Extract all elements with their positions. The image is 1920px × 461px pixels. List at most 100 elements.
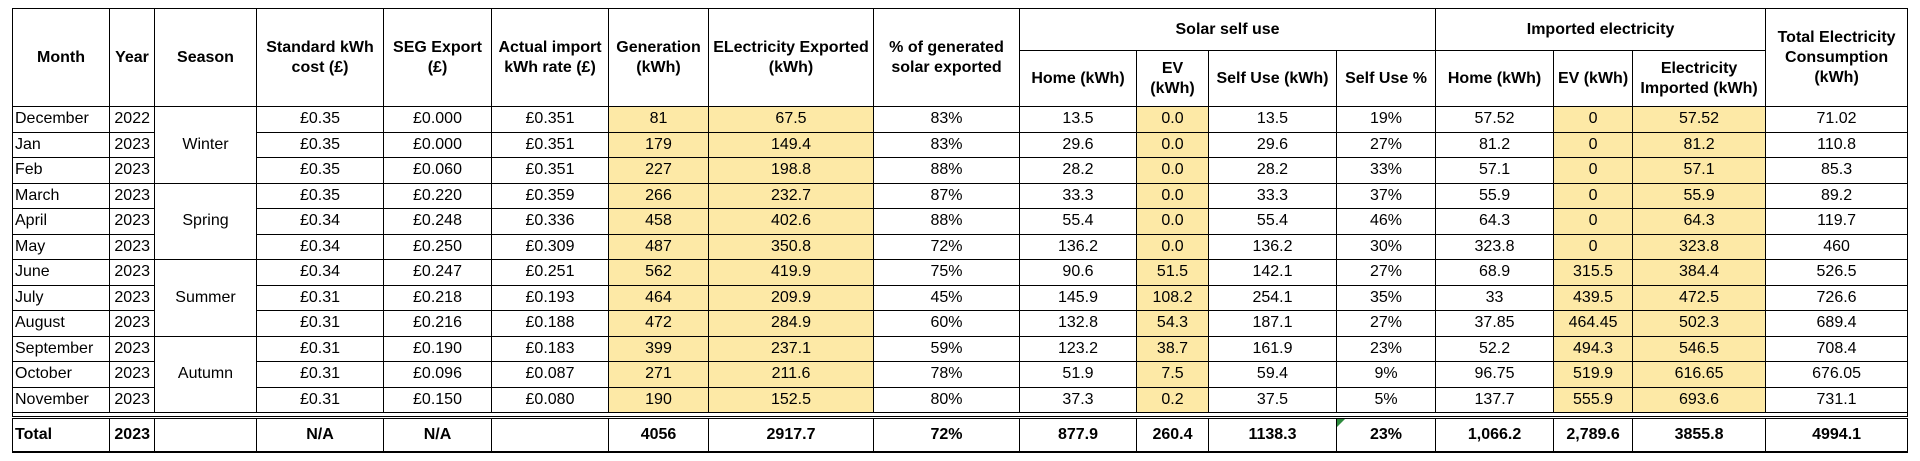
import-rate-cell: £0.251 bbox=[491, 259, 609, 286]
table-row: November 2023 £0.31 £0.150 £0.080 190 152.5 80%… bbox=[12, 386, 1909, 413]
month-cell: May bbox=[12, 233, 110, 260]
imported-ev-cell: 519.9 bbox=[1553, 361, 1634, 388]
exported-cell: 149.4 bbox=[708, 131, 874, 158]
generation-cell: 271 bbox=[608, 361, 709, 388]
header-import-rate: Actual import kWh rate (£) bbox=[491, 8, 609, 107]
total-year-cell: 2023 bbox=[109, 416, 155, 453]
standard-cost-cell: £0.35 bbox=[256, 157, 384, 184]
header-pct-exported: % of generated solar exported bbox=[873, 8, 1020, 107]
error-indicator-icon[interactable] bbox=[1337, 420, 1345, 427]
total-consumption-total-cell: 4994.1 bbox=[1765, 416, 1909, 453]
pct-exported-cell: 83% bbox=[873, 106, 1020, 133]
self-use-cell: 13.5 bbox=[1208, 106, 1337, 133]
solar-home-cell: 29.6 bbox=[1019, 131, 1137, 158]
header-generation: Generation (kWh) bbox=[608, 8, 709, 107]
total-consumption-cell: 85.3 bbox=[1765, 157, 1909, 184]
table-row: Jan 2023 £0.35 £0.000 £0.351 179 149.4 83% 29.6 0… bbox=[12, 131, 1909, 158]
month-cell: September bbox=[12, 335, 110, 362]
imported-home-cell: 137.7 bbox=[1435, 386, 1555, 413]
pct-exported-cell: 72% bbox=[873, 233, 1020, 260]
imported-ev-cell: 0 bbox=[1553, 131, 1634, 158]
exported-cell: 284.9 bbox=[708, 310, 874, 337]
pct-exported-cell: 78% bbox=[873, 361, 1020, 388]
total-seg-export-cell: N/A bbox=[383, 416, 492, 453]
electricity-imported-cell: 546.5 bbox=[1632, 335, 1767, 362]
import-rate-cell: £0.080 bbox=[491, 386, 609, 413]
self-use-cell: 161.9 bbox=[1208, 335, 1337, 362]
generation-cell: 190 bbox=[608, 386, 709, 413]
self-use-cell: 55.4 bbox=[1208, 208, 1337, 235]
electricity-imported-cell: 693.6 bbox=[1632, 386, 1767, 413]
standard-cost-cell: £0.34 bbox=[256, 233, 384, 260]
season-cell: Autumn bbox=[154, 335, 257, 413]
header-season: Season bbox=[154, 8, 257, 107]
generation-cell: 562 bbox=[608, 259, 709, 286]
self-use-pct-cell: 27% bbox=[1335, 310, 1437, 337]
total-electricity-imported-cell: 3855.8 bbox=[1632, 416, 1767, 453]
total-consumption-cell: 708.4 bbox=[1765, 335, 1909, 362]
self-use-cell: 254.1 bbox=[1208, 284, 1337, 311]
imported-home-cell: 323.8 bbox=[1435, 233, 1555, 260]
self-use-pct-cell: 27% bbox=[1335, 259, 1437, 286]
year-cell: 2023 bbox=[109, 233, 155, 260]
generation-cell: 458 bbox=[608, 208, 709, 235]
total-self-use-pct-value: 23% bbox=[1370, 425, 1403, 443]
total-solar-ev-cell: 260.4 bbox=[1136, 416, 1209, 453]
table-row: August 2023 £0.31 £0.216 £0.188 472 284.9 60% 13… bbox=[12, 310, 1909, 337]
solar-home-cell: 90.6 bbox=[1019, 259, 1137, 286]
imported-ev-cell: 0 bbox=[1553, 157, 1634, 184]
header-solar-home: Home (kWh) bbox=[1019, 50, 1137, 107]
self-use-cell: 29.6 bbox=[1208, 131, 1337, 158]
seg-export-cell: £0.218 bbox=[383, 284, 492, 311]
header-electricity-imported: Electricity Imported (kWh) bbox=[1632, 50, 1767, 107]
total-season-cell bbox=[154, 416, 257, 453]
total-standard-cost-cell: N/A bbox=[256, 416, 384, 453]
table-body: December 2022 Winter £0.35 £0.000 £0.351 81 67.… bbox=[11, 106, 1909, 453]
year-cell: 2023 bbox=[109, 386, 155, 413]
standard-cost-cell: £0.31 bbox=[256, 386, 384, 413]
self-use-pct-cell: 9% bbox=[1335, 361, 1437, 388]
pct-exported-cell: 59% bbox=[873, 335, 1020, 362]
self-use-pct-cell: 46% bbox=[1335, 208, 1437, 235]
total-row: Total 2023 N/A N/A 4056 2917.7 72% 877.9 260.4 11… bbox=[12, 416, 1909, 453]
electricity-imported-cell: 502.3 bbox=[1632, 310, 1767, 337]
table-row: June 2023 Summer £0.34 £0.247 £0.251 562 419.9 7… bbox=[12, 259, 1909, 337]
imported-ev-cell: 315.5 bbox=[1553, 259, 1634, 286]
table-row: December 2022 Winter £0.35 £0.000 £0.351 81 67.… bbox=[12, 106, 1909, 184]
generation-cell: 179 bbox=[608, 131, 709, 158]
standard-cost-cell: £0.35 bbox=[256, 106, 384, 133]
seg-export-cell: £0.000 bbox=[383, 131, 492, 158]
imported-ev-cell: 555.9 bbox=[1553, 386, 1634, 413]
month-cell: April bbox=[12, 208, 110, 235]
header-seg-export: SEG Export (£) bbox=[383, 8, 492, 107]
exported-cell: 152.5 bbox=[708, 386, 874, 413]
total-solar-home-cell: 877.9 bbox=[1019, 416, 1137, 453]
solar-home-cell: 145.9 bbox=[1019, 284, 1137, 311]
total-consumption-cell: 676.05 bbox=[1765, 361, 1909, 388]
year-cell: 2023 bbox=[109, 259, 155, 286]
year-cell: 2023 bbox=[109, 310, 155, 337]
solar-home-cell: 123.2 bbox=[1019, 335, 1137, 362]
seg-export-cell: £0.150 bbox=[383, 386, 492, 413]
generation-cell: 399 bbox=[608, 335, 709, 362]
generation-cell: 487 bbox=[608, 233, 709, 260]
generation-cell: 472 bbox=[608, 310, 709, 337]
seg-export-cell: £0.248 bbox=[383, 208, 492, 235]
imported-home-cell: 81.2 bbox=[1435, 131, 1555, 158]
seg-export-cell: £0.060 bbox=[383, 157, 492, 184]
header-standard-cost: Standard kWh cost (£) bbox=[256, 8, 384, 107]
imported-home-cell: 68.9 bbox=[1435, 259, 1555, 286]
month-cell: Jan bbox=[12, 131, 110, 158]
seg-export-cell: £0.216 bbox=[383, 310, 492, 337]
energy-table: Month Year Season Standard kWh cost (£) … bbox=[11, 8, 1909, 453]
solar-home-cell: 55.4 bbox=[1019, 208, 1137, 235]
standard-cost-cell: £0.34 bbox=[256, 259, 384, 286]
pct-exported-cell: 60% bbox=[873, 310, 1020, 337]
imported-home-cell: 57.52 bbox=[1435, 106, 1555, 133]
solar-home-cell: 51.9 bbox=[1019, 361, 1137, 388]
solar-home-cell: 28.2 bbox=[1019, 157, 1137, 184]
pct-exported-cell: 45% bbox=[873, 284, 1020, 311]
seg-export-cell: £0.250 bbox=[383, 233, 492, 260]
total-consumption-cell: 526.5 bbox=[1765, 259, 1909, 286]
total-generation-cell: 4056 bbox=[608, 416, 709, 453]
